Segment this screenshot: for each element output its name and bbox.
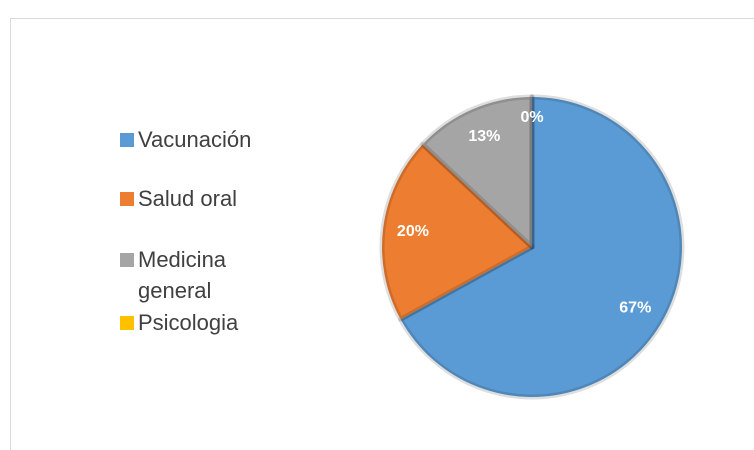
legend-swatch xyxy=(120,253,134,267)
legend-item: Vacunación xyxy=(120,124,270,155)
slice-border xyxy=(398,94,685,400)
data-label: 13% xyxy=(468,128,500,145)
legend-swatch xyxy=(120,316,134,330)
slice-border xyxy=(420,94,535,250)
legend-label: Salud oral xyxy=(138,186,238,211)
pie-slice xyxy=(422,97,532,247)
legend-swatch xyxy=(120,133,134,147)
slice-border xyxy=(379,141,535,322)
pie-slice xyxy=(400,97,682,397)
legend-item: Psicologia xyxy=(120,307,270,338)
legend-swatch xyxy=(120,192,134,206)
data-label: 0% xyxy=(520,109,543,126)
legend-label: Medicina general xyxy=(138,247,227,303)
legend-label: Psicologia xyxy=(138,310,239,335)
legend-item: Medicina general xyxy=(120,244,270,306)
legend-item: Salud oral xyxy=(120,183,270,214)
legend-label: Vacunación xyxy=(138,127,252,152)
pie-slice xyxy=(381,144,532,320)
data-label: 67% xyxy=(619,299,651,316)
chart-frame xyxy=(10,18,754,450)
data-label: 20% xyxy=(397,223,429,240)
